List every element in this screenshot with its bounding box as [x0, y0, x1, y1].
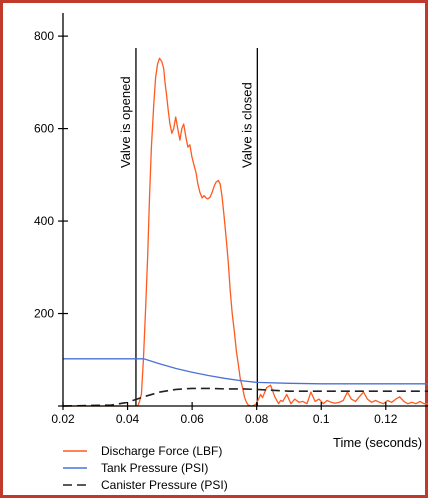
x-tick-label: 0.04: [116, 412, 140, 426]
legend-label: Tank Pressure (PSI): [101, 461, 208, 475]
x-tick-label: 0.12: [374, 412, 398, 426]
x-tick-label: 0.1: [313, 412, 330, 426]
y-tick-label: 800: [34, 29, 54, 43]
series-layer: [62, 57, 428, 407]
legend-label: Discharge Force (LBF): [101, 444, 222, 458]
line-chart: Valve is opened Valve is closed 200 400 600…: [34, 13, 428, 492]
x-tick-label: 0.08: [245, 412, 269, 426]
annotation-label: Valve is closed: [239, 82, 254, 168]
x-axis-label: Time (seconds): [333, 435, 422, 450]
annotation-layer: Valve is opened Valve is closed: [118, 48, 258, 406]
legend: Discharge Force (LBF) Tank Pressure (PSI)…: [63, 444, 228, 492]
y-tick-label: 600: [34, 122, 54, 136]
series-line: [63, 358, 428, 385]
legend-label: Canister Pressure (PSI): [101, 478, 228, 492]
series-line: [62, 387, 428, 407]
x-tick-label: 0.06: [180, 412, 204, 426]
series-line: [63, 57, 428, 407]
x-tick-label: 0.02: [51, 412, 75, 426]
y-tick-label: 400: [34, 214, 54, 228]
axes-layer: 200 400 600 800 0.02 0.04 0.06 0.08 0.1 0.12: [34, 13, 428, 426]
annotation-label: Valve is opened: [118, 76, 133, 168]
y-tick-label: 200: [34, 307, 54, 321]
